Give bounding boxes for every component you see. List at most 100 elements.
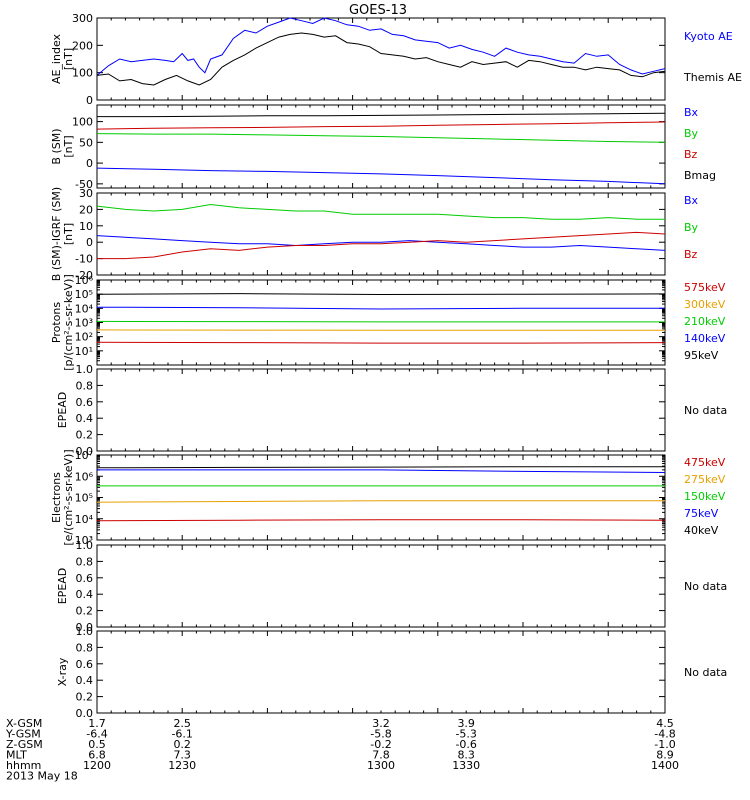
y-axis-label: [nT] [62, 135, 75, 157]
panel-frame [96, 544, 666, 628]
series-line-bx [96, 167, 666, 185]
y-tick-label: -20 [75, 269, 93, 282]
legend-entry: 300keV [684, 298, 726, 311]
series-line-40kev [96, 466, 665, 469]
series-line-themis-ae [96, 32, 666, 86]
y-tick-label: -10 [75, 253, 93, 266]
ephemeris-row-label: Z-GSM [6, 738, 43, 751]
y-axis-label: AE_index [50, 33, 63, 84]
y-tick-label: 0.8 [76, 641, 94, 654]
series-line-210kev [96, 320, 665, 323]
y-axis-label: B (SM)-IGRF (SM) [50, 187, 63, 281]
y-tick-label: 0 [86, 157, 93, 170]
series-line-kyoto-ae [96, 17, 666, 76]
y-tick-label: -50 [75, 178, 93, 191]
y-tick-label: 100 [72, 67, 93, 80]
panel-b-sm-igrf: -20 -10 0 10 20 30 B (SM)-IGRF (SM) [nT] Bx By Bz [50, 187, 699, 282]
chart-title: GOES-13 [349, 3, 407, 18]
ephemeris-row-label: Y-GSM [5, 728, 41, 741]
y-axis-label: [nT] [62, 48, 75, 70]
y-tick-label: 0.4 [76, 588, 94, 601]
panel-b-sm: -50 0 50 100 B (SM) [nT] Bx By Bz Bmag [50, 104, 716, 191]
y-axis-label: [p/(cm²-s-sr-keV)] [62, 274, 75, 371]
panel-epead-1: 0.0 0.2 0.4 0.6 0.8 1.0 EPEAD No data [56, 363, 727, 458]
y-tick-label: 0.0 [76, 707, 94, 720]
legend-entry: 40keV [684, 524, 719, 537]
y-tick-label: 10 [79, 220, 93, 233]
y-axis-label: Electrons [50, 472, 63, 523]
y-tick-label: 10³ [75, 317, 93, 330]
y-tick-label: 10² [75, 331, 93, 344]
y-tick-label: 50 [79, 136, 93, 149]
series-line-275kev [96, 500, 665, 503]
y-axis-label: [nT] [62, 223, 75, 245]
ephemeris-value: -0.2 [370, 738, 391, 751]
y-tick-label: 0.2 [76, 691, 94, 704]
legend-entry: Bz [684, 248, 698, 261]
ephemeris-value: 1300 [367, 759, 395, 772]
legend-entry: Bx [684, 194, 699, 207]
ephemeris-value: 0.5 [88, 738, 106, 751]
panel-frame [96, 104, 666, 189]
legend-entry: 75keV [684, 507, 719, 520]
ephemeris-value: 1230 [168, 759, 196, 772]
y-tick-label: 10⁴ [75, 302, 94, 315]
no-data-label: No data [684, 404, 727, 417]
y-axis-label: B (SM) [50, 128, 63, 164]
series-line-475kev [96, 519, 666, 522]
ephemeris-value: 8.3 [457, 749, 475, 762]
panel-frame [96, 630, 666, 714]
series-line-575kev [96, 341, 666, 344]
y-tick-label: 0 [86, 94, 93, 107]
y-axis-label: [e/(cm²-s-sr-keV)] [62, 449, 75, 545]
legend-entry: Themis AE [683, 71, 742, 84]
panel-ae: 0 100 200 300 AE_index [nT] Kyoto AE Themis AE [50, 12, 742, 107]
ephemeris-table: X-GSM 1.7 2.5 3.2 3.9 4.5 Y-GSM -6.4 -6.1 -5.8 -5.… [5, 717, 679, 783]
panel-xray: 0.0 0.2 0.4 0.6 0.8 1.0 X-ray No data [56, 625, 727, 720]
y-tick-label: 200 [72, 39, 93, 52]
ephemeris-value: -5.8 [370, 728, 391, 741]
y-tick-label: 0.0 [76, 621, 94, 634]
y-axis-label: EPEAD [56, 568, 69, 605]
y-axis-label: EPEAD [56, 392, 69, 429]
y-tick-label: 10⁵ [75, 288, 93, 301]
panel-frame [96, 17, 666, 101]
series-line-bx [96, 235, 666, 251]
ephemeris-date: 2013 May 18 [6, 770, 78, 783]
y-tick-label: 0 [86, 236, 93, 249]
legend-entry: 95keV [684, 349, 719, 362]
ephemeris-value: 6.8 [88, 749, 106, 762]
ephemeris-value: -5.3 [455, 728, 476, 741]
ephemeris-value: 3.9 [457, 717, 475, 730]
y-tick-label: 10¹ [75, 345, 93, 358]
y-tick-label: 20 [79, 203, 93, 216]
legend-entry: 275keV [684, 473, 726, 486]
series-line-bz [96, 121, 666, 130]
ephemeris-value: 3.2 [372, 717, 390, 730]
y-tick-label: 1.0 [76, 363, 94, 376]
ephemeris-value: -0.6 [455, 738, 476, 751]
y-tick-label: 0.8 [76, 379, 94, 392]
series-line-by [96, 133, 666, 143]
ephemeris-value: 1400 [651, 759, 679, 772]
ephemeris-row-label: X-GSM [6, 717, 42, 730]
ephemeris-value: -4.8 [654, 728, 675, 741]
legend-entry: Bz [684, 148, 698, 161]
y-tick-label: 0.2 [76, 429, 94, 442]
y-tick-label: 1.0 [76, 625, 94, 638]
no-data-label: No data [684, 666, 727, 679]
y-tick-label: 0.8 [76, 555, 94, 568]
legend-entry: 150keV [684, 490, 726, 503]
legend-entry: By [684, 127, 699, 140]
panel-electrons: 10³ 10⁴ 10⁵ 10⁶ 10⁷ Electrons [e/(cm²-s-sr-keV… [50, 449, 726, 547]
legend-entry: Bmag [684, 169, 716, 182]
series-line-by [96, 203, 665, 220]
y-tick-label: 0.6 [76, 658, 94, 671]
legend-entry: 575keV [684, 281, 726, 294]
y-tick-label: 0.6 [76, 572, 94, 585]
y-tick-label: 10⁶ [75, 470, 94, 483]
y-tick-label: 10⁶ [75, 274, 94, 287]
